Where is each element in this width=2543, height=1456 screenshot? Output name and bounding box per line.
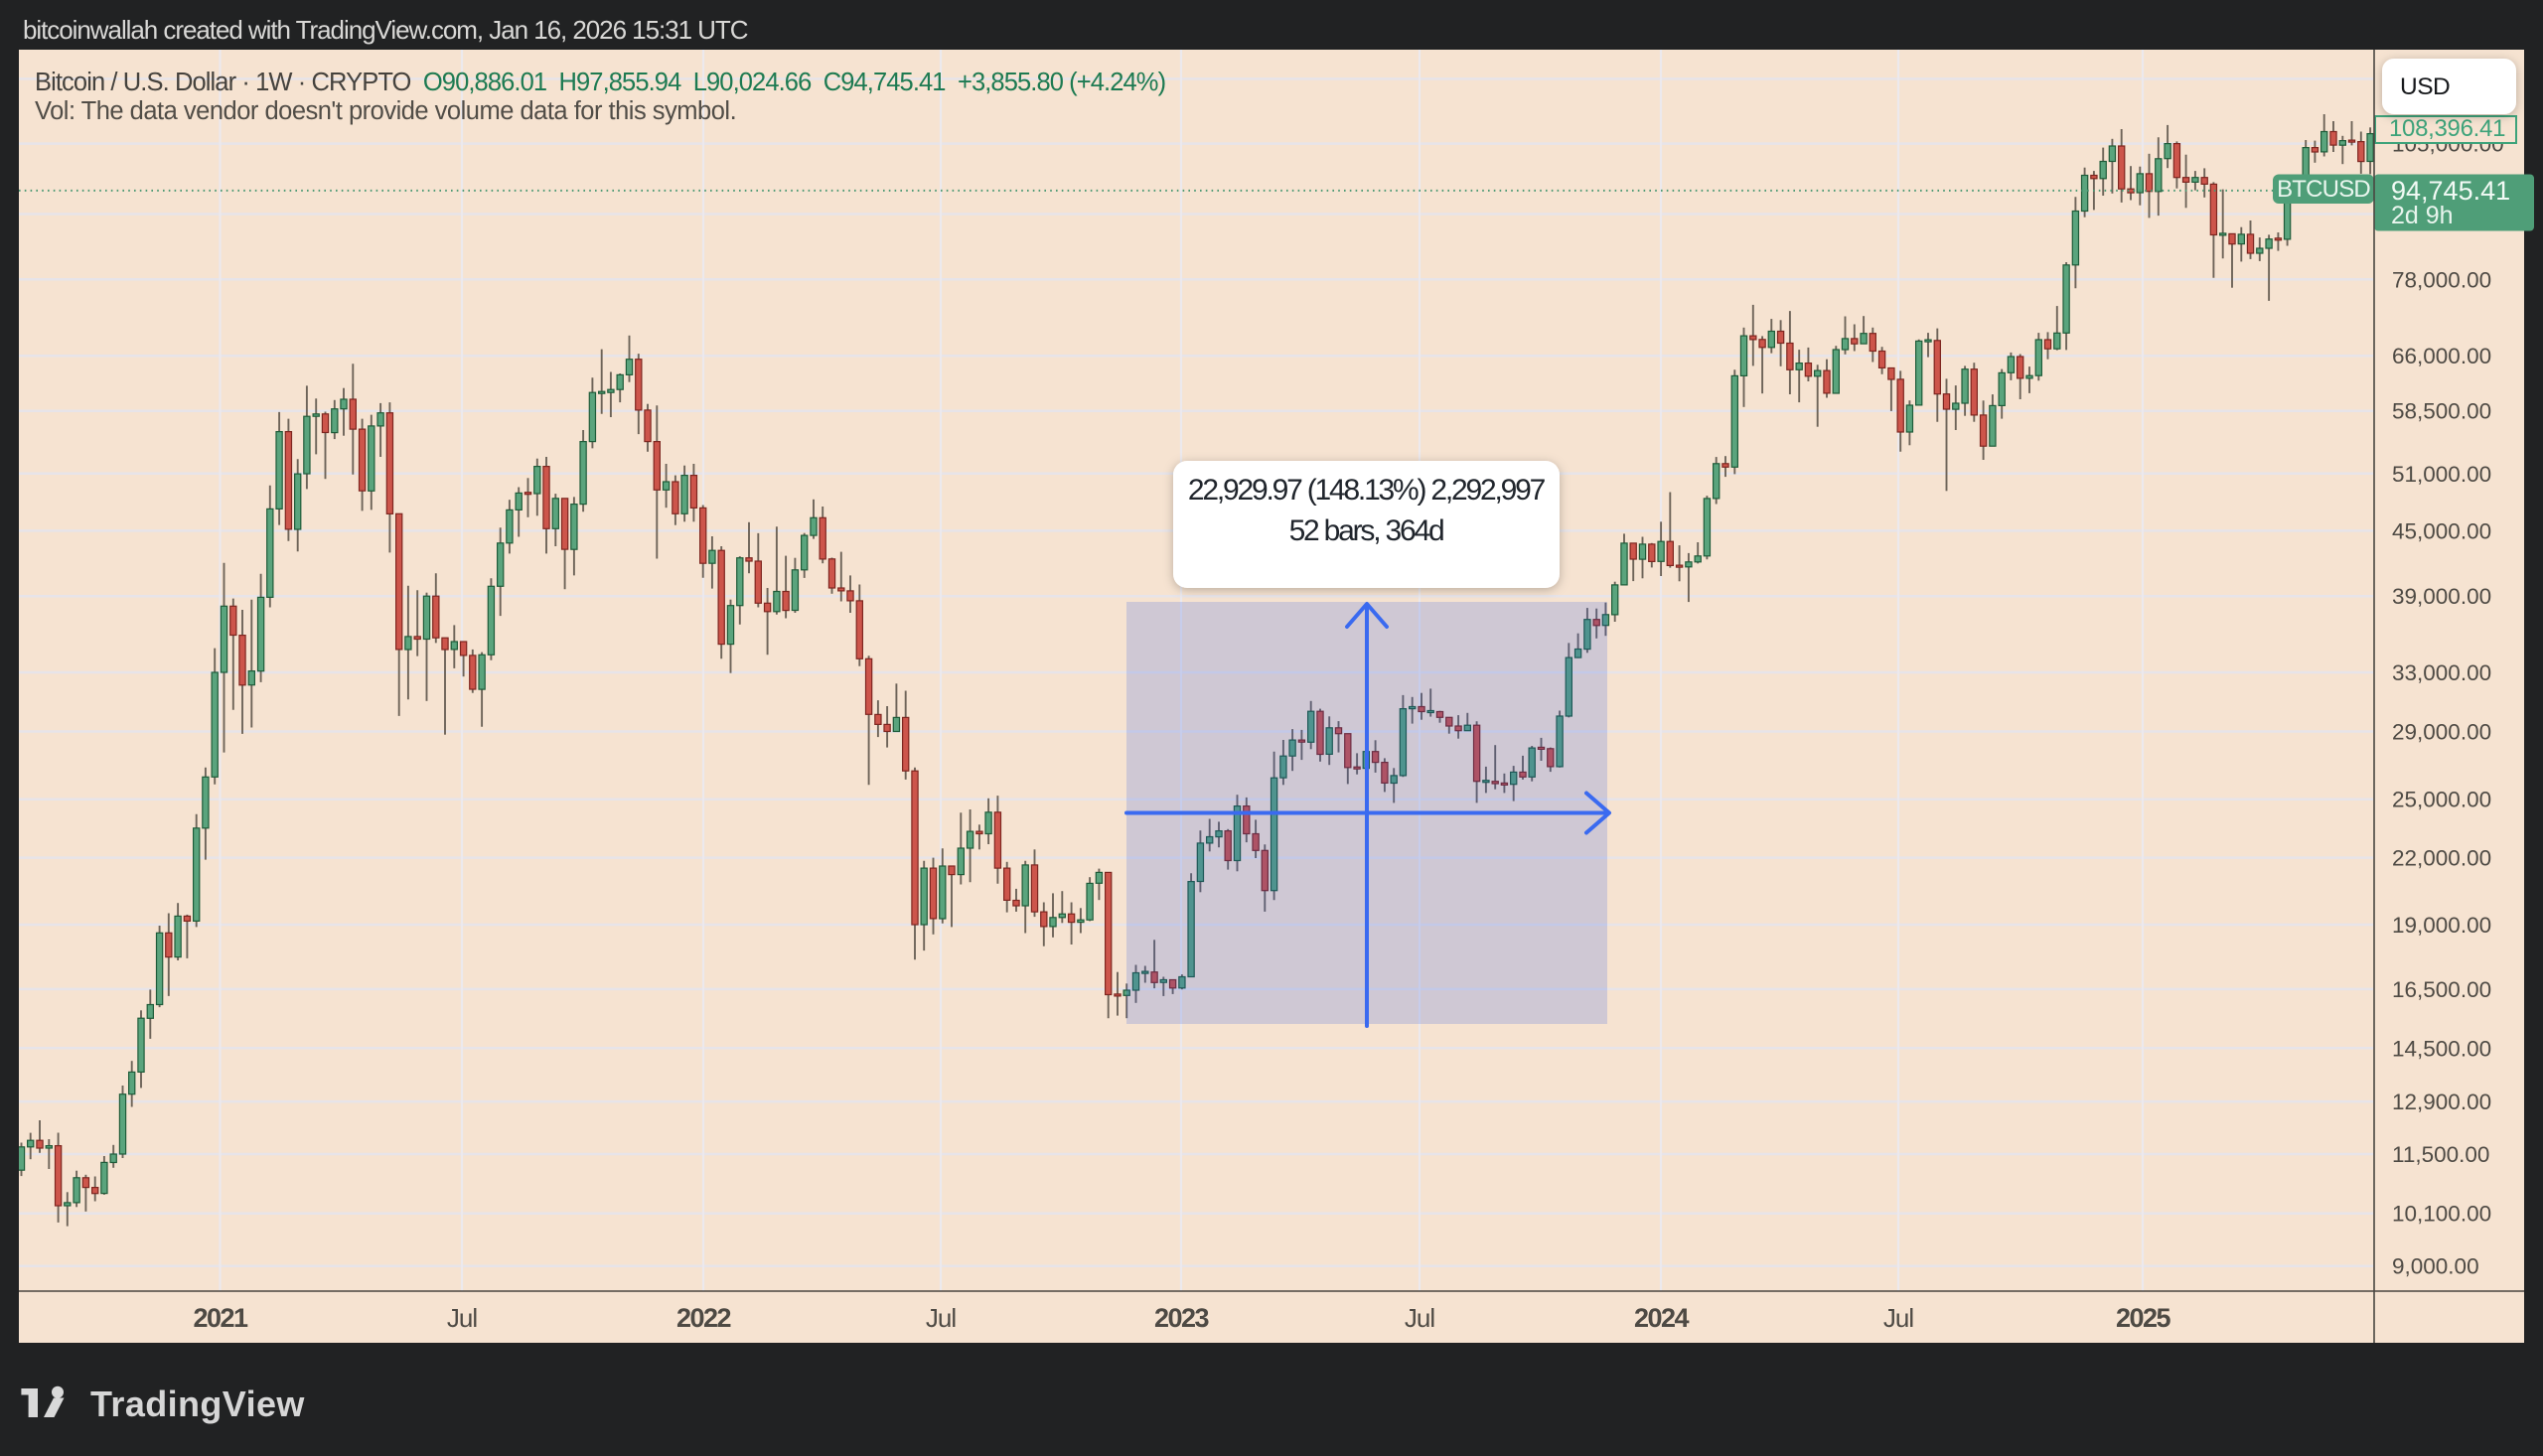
svg-text:33,000.00: 33,000.00 — [2392, 660, 2491, 685]
svg-text:Jul: Jul — [447, 1303, 477, 1333]
svg-text:USD: USD — [2400, 73, 2450, 100]
svg-text:2024: 2024 — [1634, 1303, 1690, 1333]
svg-text:2021: 2021 — [193, 1303, 248, 1333]
svg-text:19,000.00: 19,000.00 — [2392, 913, 2491, 938]
svg-text:Jul: Jul — [1883, 1303, 1913, 1333]
svg-text:78,000.00: 78,000.00 — [2392, 267, 2491, 292]
svg-text:108,396.41: 108,396.41 — [2389, 115, 2505, 142]
svg-text:BTCUSD: BTCUSD — [2277, 176, 2370, 203]
svg-text:11,500.00: 11,500.00 — [2392, 1142, 2489, 1167]
svg-text:94,745.41: 94,745.41 — [2391, 176, 2510, 206]
svg-text:12,900.00: 12,900.00 — [2392, 1090, 2491, 1114]
svg-text:10,100.00: 10,100.00 — [2392, 1202, 2491, 1227]
svg-text:2023: 2023 — [1154, 1303, 1210, 1333]
svg-text:52 bars, 364d: 52 bars, 364d — [1289, 514, 1443, 547]
svg-text:39,000.00: 39,000.00 — [2392, 584, 2491, 609]
svg-text:Jul: Jul — [1405, 1303, 1434, 1333]
svg-text:22,000.00: 22,000.00 — [2392, 846, 2491, 871]
svg-text:22,929.97 (148.13%) 2,292,997: 22,929.97 (148.13%) 2,292,997 — [1188, 474, 1546, 507]
svg-text:66,000.00: 66,000.00 — [2392, 344, 2491, 368]
svg-text:2025: 2025 — [2116, 1303, 2171, 1333]
svg-text:51,000.00: 51,000.00 — [2392, 462, 2491, 487]
svg-text:9,000.00: 9,000.00 — [2392, 1254, 2479, 1279]
svg-text:Vol: The data vendor doesn't p: Vol: The data vendor doesn't provide vol… — [35, 97, 736, 125]
svg-text:Bitcoin / U.S. Dollar · 1W · C: Bitcoin / U.S. Dollar · 1W · CRYPTO O90,… — [35, 69, 1165, 96]
svg-text:58,500.00: 58,500.00 — [2392, 399, 2491, 424]
svg-text:25,000.00: 25,000.00 — [2392, 788, 2491, 812]
svg-text:TradingView: TradingView — [90, 1383, 305, 1424]
svg-text:Jul: Jul — [926, 1303, 956, 1333]
svg-text:bitcoinwallah created with Tra: bitcoinwallah created with TradingView.c… — [23, 15, 748, 45]
svg-text:14,500.00: 14,500.00 — [2392, 1036, 2491, 1061]
svg-text:29,000.00: 29,000.00 — [2392, 720, 2491, 745]
svg-text:2d 9h: 2d 9h — [2391, 202, 2454, 229]
svg-text:2022: 2022 — [676, 1303, 731, 1333]
svg-text:45,000.00: 45,000.00 — [2392, 518, 2491, 543]
svg-text:16,500.00: 16,500.00 — [2392, 977, 2491, 1002]
